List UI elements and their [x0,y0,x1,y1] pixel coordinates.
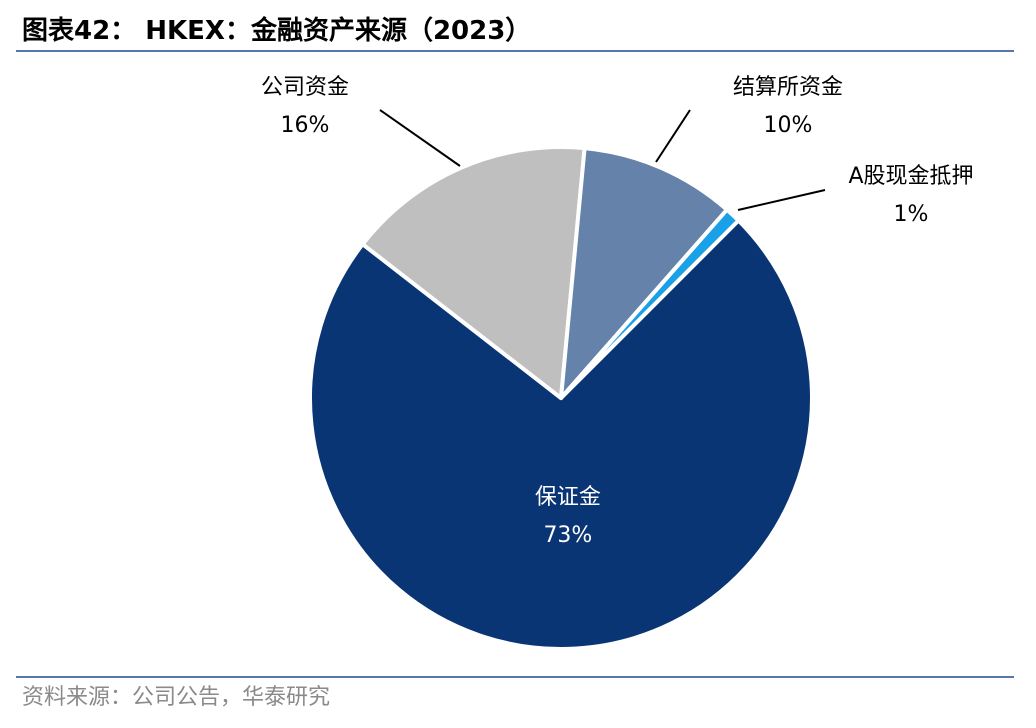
pie-slices [308,145,814,651]
slice-label-2: 公司资金 [261,75,349,100]
pie-slice-4 [559,207,741,400]
pie-slice-1 [308,218,814,651]
slice-value-2: 16% [281,113,330,138]
title-divider [16,50,1014,52]
leader-lines [379,109,826,211]
slice-value-3: 10% [764,113,813,138]
pie-slice-3 [559,146,729,400]
source-note: 资料来源：公司公告，华泰研究 [22,685,331,710]
footer-divider [16,676,1014,678]
slice-label-3: 结算所资金 [733,75,843,100]
pie-slice-2 [360,145,587,400]
chart-title: 图表42： HKEX：金融资产来源（2023） [22,16,532,46]
slice-label-4: A股现金抵押 [848,164,973,189]
leader-line-4 [737,189,826,211]
leader-line-3 [655,109,691,163]
slice-label-1: 保证金 [535,485,601,510]
leader-line-2 [379,109,461,167]
slice-value-4: 1% [894,202,929,227]
slice-value-1: 73% [543,523,592,548]
slice-labels: 保证金 73% 公司资金 16% 结算所资金 10% A股现金抵押 1% [261,75,974,548]
